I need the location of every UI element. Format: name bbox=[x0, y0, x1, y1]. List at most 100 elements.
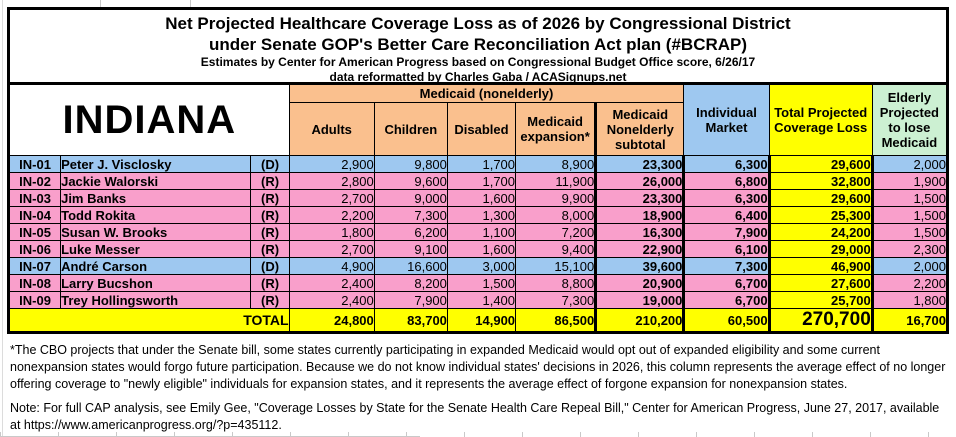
title-line-2: under Senate GOP's Better Care Reconcili… bbox=[208, 35, 748, 54]
value-cell: 1,500 bbox=[446, 274, 517, 292]
value-cell: 6,200 bbox=[373, 223, 448, 241]
value-cell: 25,300 bbox=[767, 206, 874, 224]
value-cell: 22,900 bbox=[594, 240, 685, 258]
value-cell: 9,900 bbox=[515, 189, 597, 207]
value-cell: 1,600 bbox=[446, 240, 517, 258]
total-disabled: 14,900 bbox=[446, 308, 517, 333]
value-cell: 26,000 bbox=[594, 172, 685, 190]
value-cell: 24,200 bbox=[767, 223, 874, 241]
representative-cell: Larry Bucshon bbox=[60, 274, 252, 292]
district-row: IN-04 Todd Rokita (R) 2,200 7,300 1,300 8,000 1… bbox=[7, 206, 949, 224]
column-header-adults: Adults bbox=[288, 102, 375, 156]
value-cell: 2,700 bbox=[288, 189, 375, 207]
district-row: IN-08 Larry Bucshon (R) 2,400 8,200 1,500 8,80… bbox=[7, 274, 949, 292]
total-projected-coverage-loss: 270,700 bbox=[767, 308, 874, 333]
representative-cell: Susan W. Brooks bbox=[60, 223, 252, 241]
value-cell: 8,200 bbox=[373, 274, 448, 292]
spreadsheet-gridline bbox=[2, 0, 3, 437]
value-cell: 23,300 bbox=[594, 155, 685, 173]
value-cell: 6,800 bbox=[682, 172, 770, 190]
value-cell: 1,700 bbox=[446, 172, 517, 190]
total-children: 83,700 bbox=[373, 308, 448, 333]
district-cell: IN-01 bbox=[7, 155, 62, 173]
value-cell: 6,700 bbox=[682, 291, 770, 309]
district-cell: IN-03 bbox=[7, 189, 62, 207]
total-individual-market: 60,500 bbox=[682, 308, 770, 333]
value-cell: 2,200 bbox=[288, 206, 375, 224]
column-header-total-projected-loss: Total Projected Coverage Loss bbox=[768, 83, 873, 156]
value-cell: 9,600 bbox=[373, 172, 448, 190]
value-cell: 7,300 bbox=[515, 291, 597, 309]
value-cell: 6,100 bbox=[682, 240, 770, 258]
value-cell: 8,000 bbox=[515, 206, 597, 224]
district-cell: IN-04 bbox=[7, 206, 62, 224]
total-label: TOTAL bbox=[8, 308, 290, 333]
value-cell: 1,800 bbox=[871, 291, 949, 309]
party-cell: (R) bbox=[250, 206, 290, 224]
value-cell: 2,300 bbox=[871, 240, 949, 258]
value-cell: 7,200 bbox=[515, 223, 597, 241]
value-cell: 11,900 bbox=[515, 172, 597, 190]
party-cell: (R) bbox=[250, 223, 290, 241]
value-cell: 4,900 bbox=[288, 257, 375, 275]
value-cell: 25,700 bbox=[767, 291, 874, 309]
table-title-box: Net Projected Healthcare Coverage Loss a… bbox=[7, 7, 949, 85]
district-cell: IN-07 bbox=[7, 257, 62, 275]
column-header-medicaid-expansion: Medicaid expansion* bbox=[515, 102, 597, 156]
value-cell: 1,700 bbox=[446, 155, 517, 173]
value-cell: 9,100 bbox=[373, 240, 448, 258]
total-medicaid-expansion: 86,500 bbox=[515, 308, 597, 333]
representative-cell: Todd Rokita bbox=[60, 206, 252, 224]
value-cell: 6,300 bbox=[682, 189, 770, 207]
value-cell: 7,900 bbox=[373, 291, 448, 309]
value-cell: 29,600 bbox=[767, 155, 874, 173]
representative-cell: Jim Banks bbox=[60, 189, 252, 207]
value-cell: 6,400 bbox=[682, 206, 770, 224]
value-cell: 1,400 bbox=[446, 291, 517, 309]
spreadsheet-gridline bbox=[0, 432, 956, 437]
value-cell: 1,600 bbox=[446, 189, 517, 207]
title-line-1: Net Projected Healthcare Coverage Loss a… bbox=[165, 14, 791, 33]
title-subtitle-source: Estimates by Center for American Progres… bbox=[200, 55, 756, 69]
value-cell: 16,600 bbox=[373, 257, 448, 275]
value-cell: 8,900 bbox=[515, 155, 597, 173]
party-cell: (R) bbox=[250, 189, 290, 207]
value-cell: 2,700 bbox=[288, 240, 375, 258]
value-cell: 2,200 bbox=[871, 274, 949, 292]
party-cell: (R) bbox=[250, 172, 290, 190]
spreadsheet-gridline bbox=[100, 0, 101, 7]
district-cell: IN-06 bbox=[7, 240, 62, 258]
district-row: IN-07 André Carson (D) 4,900 16,600 3,000 15,1… bbox=[7, 257, 949, 275]
value-cell: 46,900 bbox=[767, 257, 874, 275]
value-cell: 18,900 bbox=[594, 206, 685, 224]
value-cell: 2,900 bbox=[288, 155, 375, 173]
state-name: INDIANA bbox=[8, 83, 290, 156]
value-cell: 7,900 bbox=[682, 223, 770, 241]
value-cell: 27,600 bbox=[767, 274, 874, 292]
representative-cell: Peter J. Visclosky bbox=[60, 155, 252, 173]
value-cell: 9,400 bbox=[515, 240, 597, 258]
district-cell: IN-09 bbox=[7, 291, 62, 309]
value-cell: 6,700 bbox=[682, 274, 770, 292]
spreadsheet-gridline bbox=[190, 0, 191, 7]
value-cell: 15,100 bbox=[515, 257, 597, 275]
value-cell: 29,600 bbox=[767, 189, 874, 207]
value-cell: 1,100 bbox=[446, 223, 517, 241]
representative-cell: André Carson bbox=[60, 257, 252, 275]
value-cell: 16,300 bbox=[594, 223, 685, 241]
party-cell: (D) bbox=[250, 257, 290, 275]
value-cell: 29,000 bbox=[767, 240, 874, 258]
district-row: IN-06 Luke Messer (R) 2,700 9,100 1,600 9,400 2… bbox=[7, 240, 949, 258]
representative-cell: Luke Messer bbox=[60, 240, 252, 258]
title-subtitle-credit: data reformatted by Charles Gaba / ACASi… bbox=[329, 70, 627, 84]
value-cell: 23,300 bbox=[594, 189, 685, 207]
header-sub-row: Adults Children Disabled Medicaid expans… bbox=[9, 102, 948, 156]
total-medicaid-subtotal: 210,200 bbox=[594, 308, 685, 333]
value-cell: 2,400 bbox=[288, 291, 375, 309]
value-cell: 2,800 bbox=[288, 172, 375, 190]
party-cell: (D) bbox=[250, 155, 290, 173]
value-cell: 1,500 bbox=[871, 189, 949, 207]
value-cell: 1,900 bbox=[871, 172, 949, 190]
value-cell: 32,800 bbox=[767, 172, 874, 190]
value-cell: 1,800 bbox=[288, 223, 375, 241]
